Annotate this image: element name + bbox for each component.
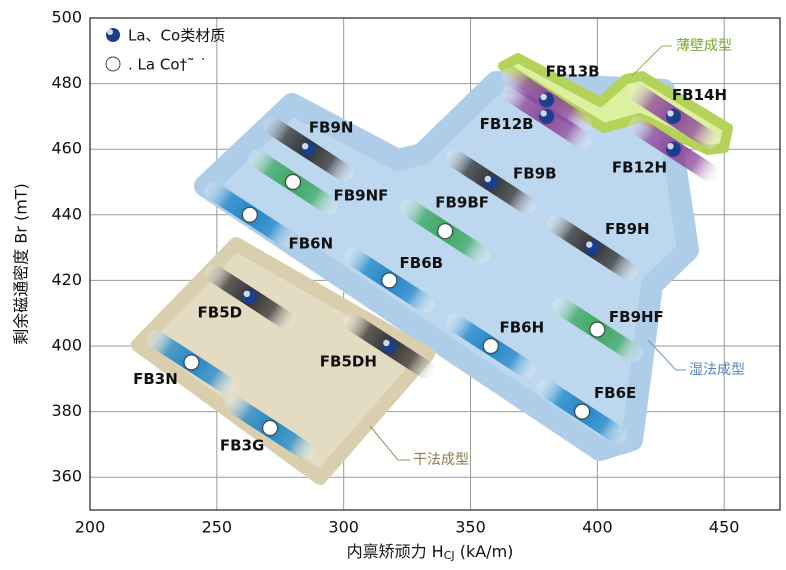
x-tick-label: 450 (709, 518, 740, 537)
x-tick-label: 350 (455, 518, 486, 537)
leader-line (369, 425, 399, 461)
point (574, 403, 591, 420)
point (381, 272, 398, 289)
point-label: FB13B (546, 63, 600, 81)
x-label-part: 内禀矫顽力 H (347, 542, 444, 561)
legend-label: La、Co类材质 (128, 27, 225, 45)
x-label-part: (kA/m) (455, 542, 514, 561)
point-label: FB9N (309, 119, 354, 137)
legend-marker-highlight (107, 29, 113, 35)
y-tick-label: 440 (51, 204, 82, 223)
point-label: FB9B (513, 165, 557, 183)
y-tick-label: 500 (51, 8, 82, 27)
point-label: FB6N (288, 234, 333, 252)
point (241, 206, 258, 223)
annotation: 湿法成型 (689, 362, 745, 378)
point-highlight (540, 93, 547, 101)
y-tick-label: 420 (51, 270, 82, 289)
point (437, 223, 454, 240)
y-tick-label: 360 (51, 467, 82, 486)
point (482, 337, 499, 355)
x-label-sub: CJ (444, 549, 455, 562)
point-highlight (301, 143, 309, 150)
annotation: 薄壁成型 (676, 38, 732, 54)
point-label: FB14H (672, 86, 727, 104)
point-label: FB5D (198, 303, 243, 321)
x-tick-label: 300 (328, 518, 359, 537)
point-highlight (540, 110, 547, 117)
point-highlight (586, 241, 593, 248)
point-highlight (383, 339, 390, 347)
thin-wall-region (498, 53, 733, 155)
point (284, 173, 302, 191)
legend-label: . La Co†˜ ˙ (128, 56, 207, 74)
points: FB13B FB12B FB14H FB12H FB9N FB9B FB9H FB5D FB5D… (133, 63, 727, 455)
point-highlight (667, 110, 674, 117)
x-tick-label: 200 (75, 518, 106, 537)
dry-region (131, 237, 435, 485)
point-label: FB5DH (320, 353, 377, 371)
x-tick-label: 250 (202, 518, 233, 537)
point-label: FB3G (220, 437, 264, 455)
point-label: FB6E (594, 384, 636, 402)
point-label: FB12H (612, 159, 667, 177)
x-tick-label: 400 (582, 518, 613, 537)
x-axis-label: 内禀矫顽力 HCJ (kA/m) (347, 542, 514, 563)
y-tick-label: 460 (51, 139, 82, 158)
point-label: FB9HF (609, 308, 664, 326)
plot-border (89, 17, 781, 511)
point-label: FB9H (605, 220, 650, 238)
point-label: FB6H (499, 319, 544, 337)
point (262, 419, 279, 437)
point-highlight (484, 175, 492, 183)
y-tick-label: 400 (51, 336, 82, 355)
leader-line (631, 45, 663, 77)
y-tick-label: 480 (51, 73, 82, 92)
point-highlight (243, 290, 251, 297)
legend-marker (105, 56, 121, 72)
y-axis-label: 剩余磁通密度 Br (mT) (12, 183, 31, 345)
point (589, 321, 606, 338)
point-label: FB12B (480, 115, 534, 133)
annotation: 干法成型 (413, 452, 469, 468)
point-label: FB9BF (435, 194, 489, 212)
point-highlight (667, 143, 674, 150)
point (183, 354, 200, 371)
leader-line (647, 339, 677, 371)
point-label: FB9NF (333, 187, 388, 205)
point-label: FB3N (133, 370, 178, 388)
y-tick-label: 380 (51, 401, 82, 420)
point-label: FB6B (400, 254, 444, 272)
